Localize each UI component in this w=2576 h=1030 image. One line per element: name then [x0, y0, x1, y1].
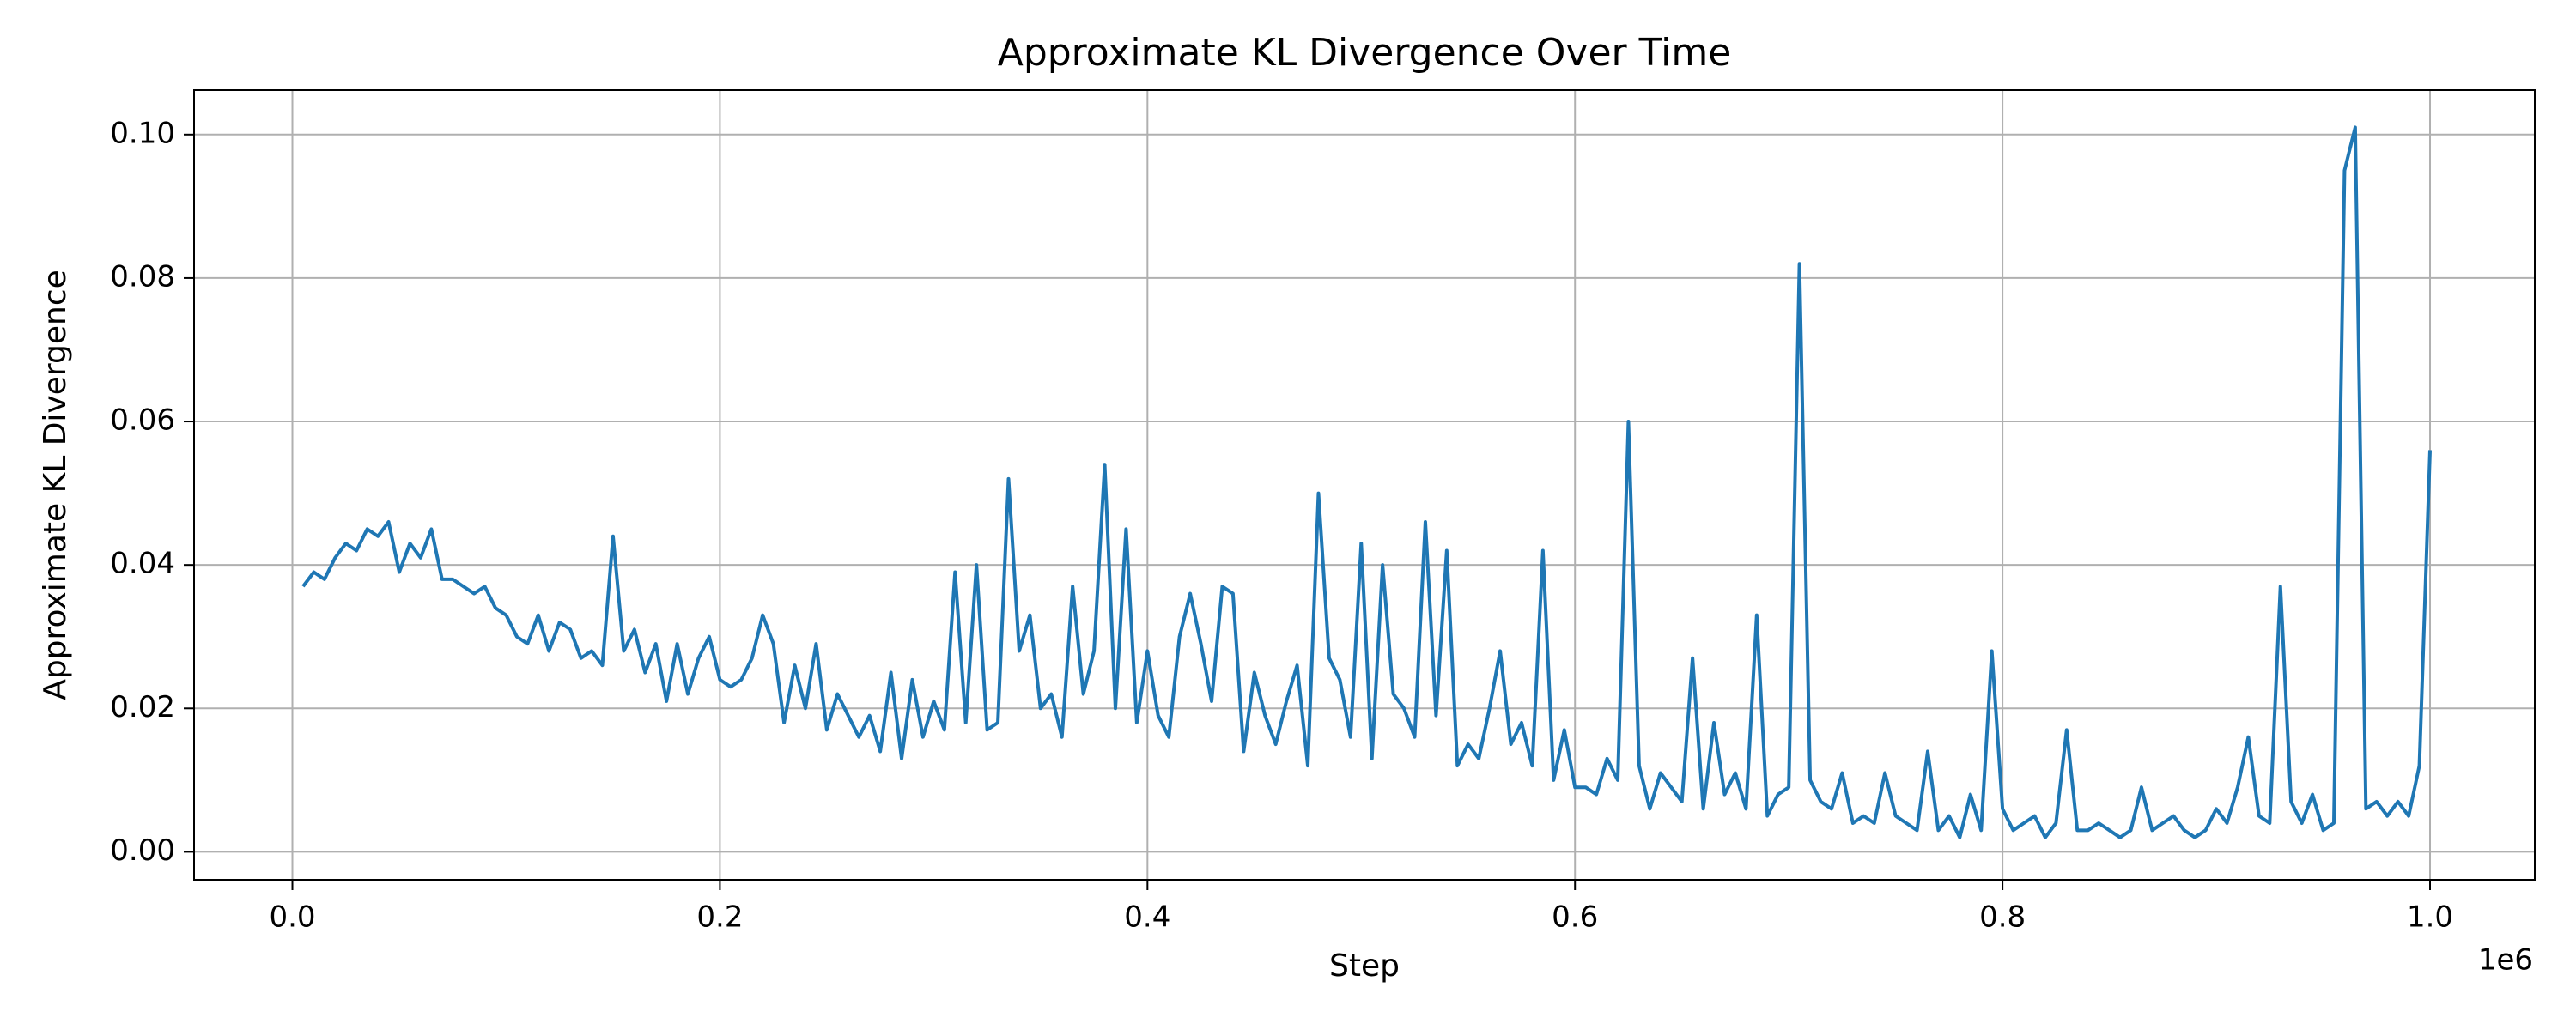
- plot-area: [301, 125, 2433, 839]
- x-offset-label: 1e6: [2478, 943, 2533, 978]
- x-axis-label: Step: [1329, 948, 1400, 984]
- x-tick-label: 0.4: [1124, 900, 1170, 935]
- chart-title: Approximate KL Divergence Over Time: [998, 31, 1732, 75]
- y-tick-label: 0.04: [110, 547, 175, 581]
- axes-frame: [193, 89, 2536, 881]
- x-tick-label: 0.0: [269, 900, 315, 935]
- y-tick-label: 0.00: [110, 833, 175, 868]
- x-tick-label: 1.0: [2407, 900, 2453, 935]
- data-line: [301, 125, 2433, 839]
- y-tick-label: 0.06: [110, 403, 175, 438]
- x-tick-label: 0.6: [1552, 900, 1598, 935]
- y-tick-label: 0.08: [110, 259, 175, 294]
- y-tick-label: 0.10: [110, 116, 175, 150]
- y-tick-label: 0.02: [110, 690, 175, 724]
- y-axis-label: Approximate KL Divergence: [38, 270, 73, 700]
- ticks: 0.0 0.2 0.4 0.6 0.8 1.0 0.00 0.02 0.04 0.06 0.08 0.…: [110, 116, 2453, 934]
- x-tick-label: 0.8: [1979, 900, 2026, 935]
- x-tick-label: 0.2: [696, 900, 743, 935]
